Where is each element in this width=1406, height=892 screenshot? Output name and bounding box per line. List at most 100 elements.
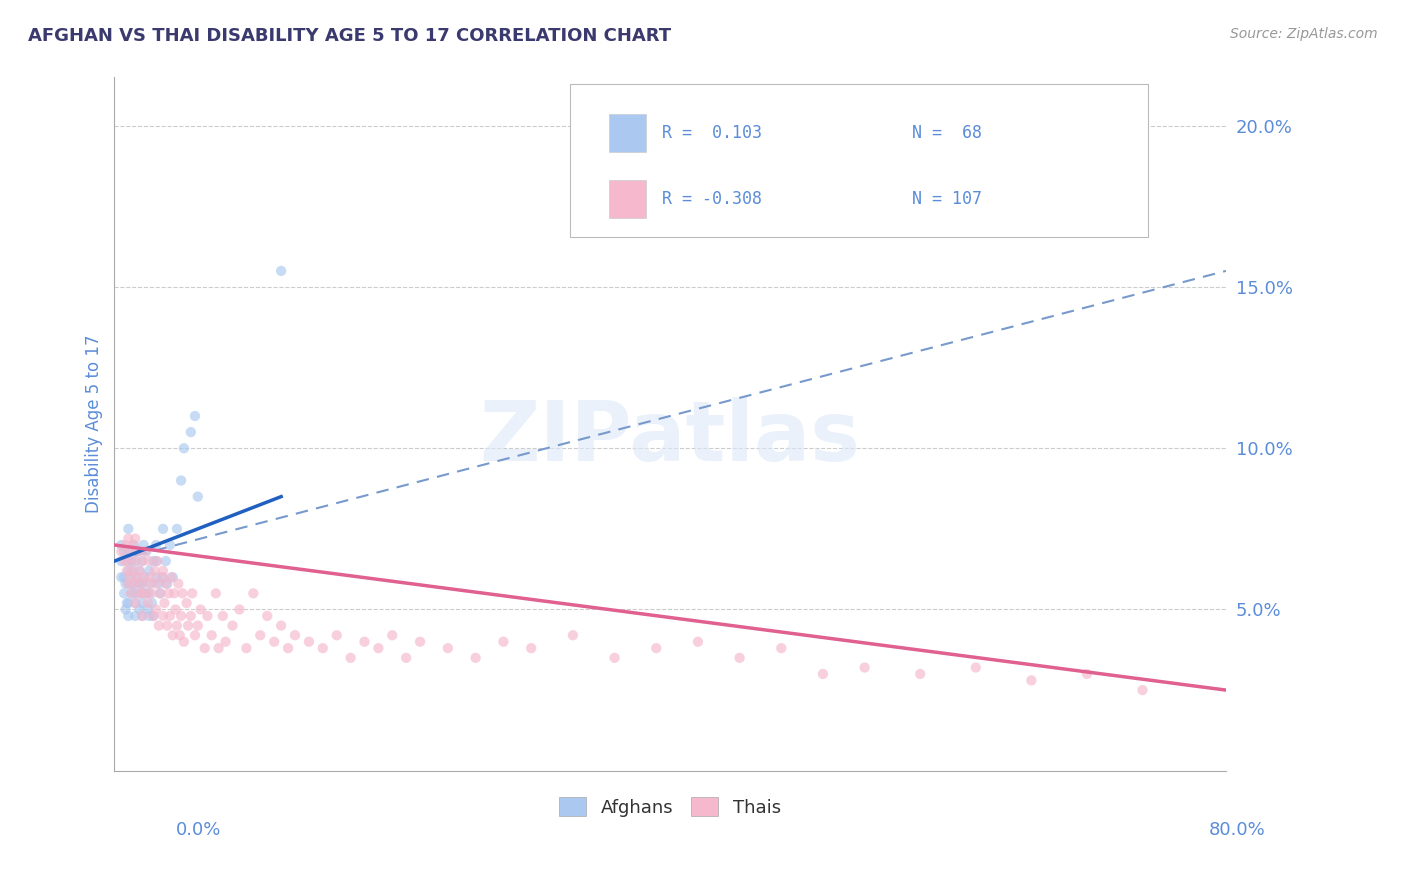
Point	[173, 634, 195, 648]
Point	[124, 596, 146, 610]
Point	[249, 628, 271, 642]
Point	[170, 474, 193, 488]
Point	[132, 570, 155, 584]
Point	[117, 544, 139, 558]
Point	[117, 564, 139, 578]
Point	[367, 641, 389, 656]
Point	[115, 564, 138, 578]
Point	[117, 576, 139, 591]
Point	[122, 586, 145, 600]
Point	[1021, 673, 1043, 688]
Point	[129, 576, 152, 591]
FancyBboxPatch shape	[609, 114, 645, 152]
Point	[205, 586, 228, 600]
Point	[129, 576, 152, 591]
Point	[686, 634, 709, 648]
Point	[160, 570, 183, 584]
Point	[135, 586, 157, 600]
Point	[121, 576, 143, 591]
Point	[128, 586, 150, 600]
Point	[118, 570, 141, 584]
Point	[152, 608, 174, 623]
Text: AFGHAN VS THAI DISABILITY AGE 5 TO 17 CORRELATION CHART: AFGHAN VS THAI DISABILITY AGE 5 TO 17 CO…	[28, 27, 671, 45]
Point	[117, 522, 139, 536]
Point	[180, 608, 202, 623]
Point	[131, 554, 153, 568]
Point	[163, 586, 186, 600]
Point	[965, 660, 987, 674]
Point	[853, 660, 876, 674]
Point	[148, 576, 170, 591]
Point	[277, 641, 299, 656]
Point	[201, 628, 224, 642]
Point	[131, 608, 153, 623]
Point	[131, 554, 153, 568]
Point	[214, 634, 236, 648]
Point	[152, 522, 174, 536]
Point	[121, 564, 143, 578]
Point	[221, 618, 243, 632]
Point	[155, 554, 177, 568]
Point	[146, 554, 169, 568]
Point	[145, 602, 167, 616]
Point	[157, 586, 180, 600]
Point	[180, 425, 202, 439]
Point	[166, 522, 188, 536]
Point	[150, 570, 173, 584]
Point	[128, 564, 150, 578]
Point	[339, 650, 361, 665]
Point	[152, 564, 174, 578]
Point	[135, 586, 157, 600]
Point	[242, 586, 264, 600]
Point	[117, 608, 139, 623]
Point	[166, 618, 188, 632]
Point	[270, 264, 292, 278]
Point	[141, 596, 163, 610]
Point	[190, 602, 212, 616]
FancyBboxPatch shape	[569, 85, 1149, 237]
Text: 80.0%: 80.0%	[1209, 821, 1265, 838]
Point	[908, 667, 931, 681]
Point	[284, 628, 307, 642]
Point	[437, 641, 460, 656]
Y-axis label: Disability Age 5 to 17: Disability Age 5 to 17	[86, 334, 103, 513]
Point	[811, 667, 834, 681]
Point	[117, 532, 139, 546]
Point	[117, 576, 139, 591]
Text: 0.0%: 0.0%	[176, 821, 221, 838]
Point	[149, 586, 172, 600]
Point	[112, 544, 135, 558]
Point	[170, 608, 193, 623]
Point	[122, 538, 145, 552]
Text: ZIPatlas: ZIPatlas	[479, 398, 860, 478]
Point	[149, 586, 172, 600]
Point	[235, 641, 257, 656]
Point	[207, 641, 229, 656]
Text: N =  68: N = 68	[912, 124, 983, 142]
Point	[138, 608, 160, 623]
Point	[128, 602, 150, 616]
Point	[110, 538, 132, 552]
Point	[184, 409, 207, 423]
Point	[142, 608, 165, 623]
Point	[520, 641, 543, 656]
Point	[728, 650, 751, 665]
Point	[1132, 683, 1154, 698]
Point	[131, 576, 153, 591]
Point	[1076, 667, 1098, 681]
Point	[325, 628, 347, 642]
Point	[159, 608, 181, 623]
Text: R = -0.308: R = -0.308	[662, 190, 762, 208]
Point	[120, 570, 142, 584]
Point	[122, 576, 145, 591]
Point	[142, 554, 165, 568]
Point	[124, 596, 146, 610]
Point	[409, 634, 432, 648]
Point	[298, 634, 321, 648]
Point	[603, 650, 626, 665]
Point	[131, 608, 153, 623]
Point	[156, 576, 179, 591]
Point	[263, 634, 285, 648]
Point	[124, 554, 146, 568]
Point	[115, 554, 138, 568]
